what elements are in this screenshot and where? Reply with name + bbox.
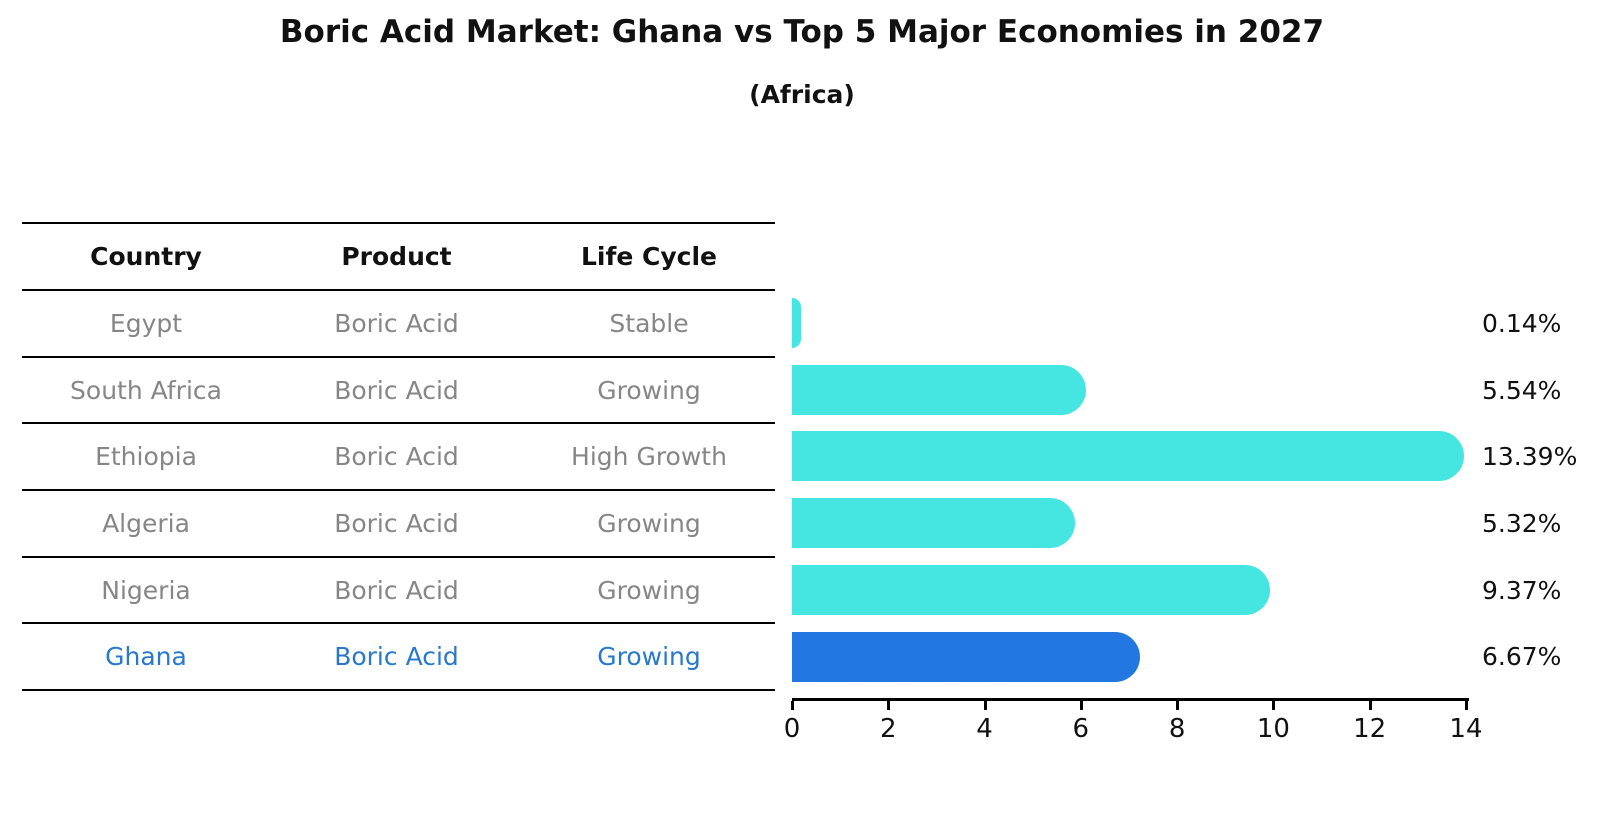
- cell-product: Boric Acid: [334, 575, 459, 605]
- value-label-ethiopia: 13.39%: [1482, 442, 1578, 472]
- bar-egypt: [792, 298, 801, 348]
- cell-product: Boric Acid: [334, 375, 459, 405]
- bar-nigeria: [792, 564, 1271, 615]
- value-label-ghana: 6.67%: [1482, 642, 1562, 672]
- cell-country: Ghana: [105, 642, 187, 672]
- cell-country: Ethiopia: [95, 442, 197, 472]
- cell-country: Nigeria: [101, 575, 191, 605]
- chart-title: Boric Acid Market: Ghana vs Top 5 Major …: [279, 14, 1325, 50]
- cell-lifecycle: Growing: [597, 508, 701, 538]
- value-label-egypt: 0.14%: [1482, 308, 1562, 338]
- x-tick: [983, 701, 987, 710]
- x-tick: [1272, 701, 1276, 710]
- x-tick: [1079, 701, 1083, 710]
- value-label-south-africa: 5.54%: [1482, 375, 1562, 405]
- cell-product: Boric Acid: [334, 642, 459, 672]
- x-tick-label: 6: [1072, 714, 1090, 744]
- cell-country: Algeria: [102, 508, 190, 538]
- x-tick: [791, 701, 794, 710]
- x-axis-line: [792, 698, 1469, 701]
- cell-product: Boric Acid: [334, 308, 459, 338]
- table-row-ethiopia: Ethiopia Boric Acid High Growth: [22, 422, 775, 489]
- bar-south-africa: [792, 364, 1086, 415]
- cell-country: Egypt: [109, 308, 183, 338]
- cell-lifecycle: Growing: [597, 642, 701, 672]
- value-label-algeria: 5.32%: [1482, 508, 1562, 538]
- x-tick-label: 10: [1256, 714, 1290, 744]
- cell-product: Boric Acid: [334, 508, 459, 538]
- table-row-egypt: Egypt Boric Acid Stable: [22, 289, 775, 356]
- cell-lifecycle: High Growth: [571, 442, 727, 472]
- x-tick-label: 4: [976, 714, 993, 744]
- table-header-row: Country Product Life Cycle: [22, 222, 775, 289]
- cell-lifecycle: Stable: [609, 308, 689, 338]
- x-tick: [1368, 701, 1372, 710]
- x-tick: [1176, 701, 1180, 710]
- bar-ethiopia: [792, 431, 1464, 482]
- chart-subtitle: (Africa): [749, 80, 855, 109]
- header-cell-lifecycle: Life Cycle: [580, 242, 718, 271]
- table-row-algeria: Algeria Boric Acid Growing: [22, 489, 775, 556]
- cell-lifecycle: Growing: [597, 575, 701, 605]
- table-row-south-africa: South Africa Boric Acid Growing: [22, 355, 775, 423]
- cell-product: Boric Acid: [334, 442, 459, 472]
- header-cell-product: Product: [341, 242, 452, 271]
- bar-algeria: [792, 498, 1076, 549]
- x-tick-label: 14: [1449, 714, 1483, 744]
- x-tick-label: 8: [1168, 714, 1186, 744]
- table-row-ghana: Ghana Boric Acid Growing: [22, 622, 775, 689]
- table-row-nigeria: Nigeria Boric Acid Growing: [22, 555, 775, 623]
- value-label-nigeria: 9.37%: [1482, 575, 1562, 605]
- x-tick-label: 0: [783, 714, 801, 744]
- x-tick-label: 12: [1353, 714, 1387, 744]
- x-tick-label: 2: [879, 714, 897, 744]
- x-tick: [887, 701, 891, 710]
- country-table: Country Product Life Cycle Egypt Boric Ac…: [22, 222, 775, 692]
- bar-ghana: [792, 631, 1141, 682]
- cell-country: South Africa: [70, 375, 222, 405]
- cell-lifecycle: Growing: [597, 375, 701, 405]
- header-cell-country: Country: [90, 242, 202, 271]
- x-tick: [1464, 701, 1468, 710]
